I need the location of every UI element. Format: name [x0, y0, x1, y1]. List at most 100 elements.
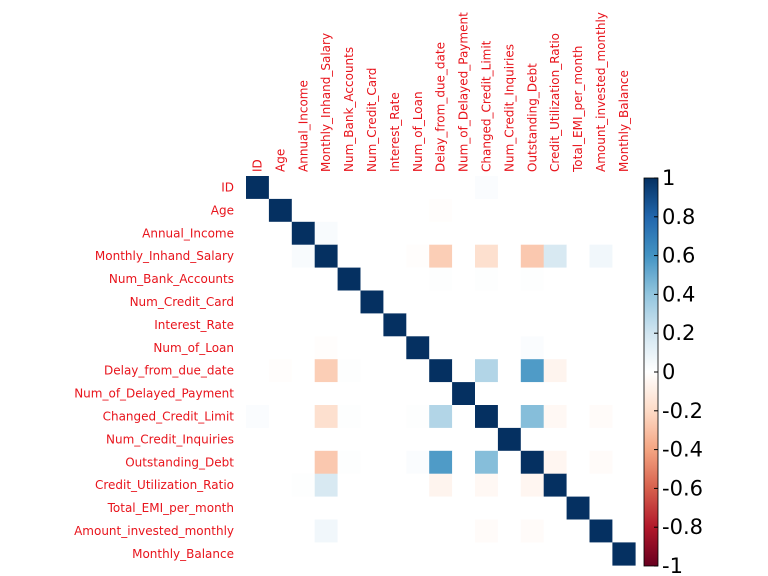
- cell-monthly-balance-outstanding-debt: [520, 542, 544, 566]
- cell-outstanding-debt-amount-invested-monthly: [589, 450, 613, 474]
- cell-changed-credit-limit-id: [246, 405, 270, 429]
- cell-changed-credit-limit-changed-credit-limit: [475, 405, 499, 429]
- row-label-num-bank-accounts: Num_Bank_Accounts: [109, 272, 234, 286]
- cell-num-of-loan-monthly-balance: [612, 336, 636, 360]
- cell-age-num-bank-accounts: [337, 198, 361, 223]
- row-label-interest-rate: Interest_Rate: [154, 318, 234, 332]
- cell-total-emi-per-month-num-of-loan: [406, 496, 430, 520]
- cell-id-annual-income: [291, 176, 315, 200]
- row-label-id: ID: [221, 180, 234, 194]
- legend-tick-label: -0.4: [662, 438, 703, 462]
- cell-changed-credit-limit-amount-invested-monthly: [589, 405, 613, 429]
- cell-age-num-of-loan: [406, 198, 430, 223]
- cell-monthly-balance-num-bank-accounts: [337, 542, 361, 566]
- cell-total-emi-per-month-monthly-inhand-salary: [314, 496, 338, 520]
- cell-interest-rate-monthly-inhand-salary: [314, 313, 338, 337]
- cell-monthly-inhand-salary-age: [268, 244, 293, 268]
- cell-changed-credit-limit-outstanding-debt: [520, 405, 544, 429]
- cell-annual-income-outstanding-debt: [520, 221, 544, 245]
- cell-num-credit-inquiries-num-credit-inquiries: [497, 427, 522, 452]
- cell-num-of-delayed-payment-annual-income: [291, 382, 315, 406]
- cell-age-age: [268, 198, 293, 223]
- cell-age-interest-rate: [383, 198, 407, 223]
- cell-outstanding-debt-monthly-inhand-salary: [314, 450, 338, 474]
- cell-outstanding-debt-monthly-balance: [612, 450, 636, 474]
- cell-credit-utilization-ratio-changed-credit-limit: [475, 473, 499, 497]
- cell-total-emi-per-month-outstanding-debt: [520, 496, 544, 520]
- cell-id-num-bank-accounts: [337, 176, 361, 200]
- cell-outstanding-debt-interest-rate: [383, 450, 407, 474]
- cell-id-num-credit-inquiries: [497, 176, 522, 200]
- cell-amount-invested-monthly-interest-rate: [383, 519, 407, 543]
- cell-num-of-loan-num-credit-card: [360, 336, 384, 360]
- cell-annual-income-total-emi-per-month: [566, 221, 590, 245]
- cell-delay-from-due-date-num-of-loan: [406, 359, 430, 383]
- cell-delay-from-due-date-annual-income: [291, 359, 315, 383]
- cell-credit-utilization-ratio-monthly-inhand-salary: [314, 473, 338, 497]
- cell-amount-invested-monthly-num-of-delayed-payment: [452, 519, 476, 543]
- cell-interest-rate-id: [246, 313, 270, 337]
- cell-credit-utilization-ratio-num-of-delayed-payment: [452, 473, 476, 497]
- cell-delay-from-due-date-num-of-delayed-payment: [452, 359, 476, 383]
- cell-monthly-balance-interest-rate: [383, 542, 407, 566]
- cell-outstanding-debt-outstanding-debt: [520, 450, 544, 474]
- cell-num-of-loan-total-emi-per-month: [566, 336, 590, 360]
- cell-total-emi-per-month-delay-from-due-date: [429, 496, 453, 520]
- cell-interest-rate-age: [268, 313, 293, 337]
- cell-num-of-delayed-payment-num-bank-accounts: [337, 382, 361, 406]
- cell-age-amount-invested-monthly: [589, 198, 613, 223]
- cell-annual-income-delay-from-due-date: [429, 221, 453, 245]
- cell-monthly-balance-delay-from-due-date: [429, 542, 453, 566]
- cell-amount-invested-monthly-outstanding-debt: [520, 519, 544, 543]
- cell-num-credit-card-changed-credit-limit: [475, 290, 499, 314]
- color-legend: 1 0.8 0.6 0.4 0.2 0 -0.2 -0.4 -0.6 -0.8 -1: [643, 166, 703, 576]
- cell-annual-income-monthly-balance: [612, 221, 636, 245]
- cell-changed-credit-limit-age: [268, 405, 293, 429]
- legend-tick-label: -0.2: [662, 399, 703, 423]
- cell-num-bank-accounts-amount-invested-monthly: [589, 267, 613, 291]
- column-label-annual-income: Annual_Income: [296, 80, 310, 172]
- cell-num-bank-accounts-id: [246, 267, 270, 291]
- cell-id-monthly-balance: [612, 176, 636, 200]
- cell-amount-invested-monthly-credit-utilization-ratio: [543, 519, 567, 543]
- cell-num-bank-accounts-monthly-balance: [612, 267, 636, 291]
- row-label-num-of-loan: Num_of_Loan: [153, 341, 234, 355]
- cell-interest-rate-delay-from-due-date: [429, 313, 453, 337]
- cell-credit-utilization-ratio-outstanding-debt: [520, 473, 544, 497]
- cell-amount-invested-monthly-delay-from-due-date: [429, 519, 453, 543]
- cell-interest-rate-num-of-loan: [406, 313, 430, 337]
- column-label-changed-credit-limit: Changed_Credit_Limit: [479, 40, 493, 172]
- cell-age-total-emi-per-month: [566, 198, 590, 223]
- cell-interest-rate-annual-income: [291, 313, 315, 337]
- cell-annual-income-age: [268, 221, 293, 245]
- cell-num-of-loan-changed-credit-limit: [475, 336, 499, 360]
- cell-num-bank-accounts-num-credit-card: [360, 267, 384, 291]
- cell-num-credit-inquiries-changed-credit-limit: [475, 427, 499, 452]
- cell-num-credit-card-num-bank-accounts: [337, 290, 361, 314]
- cell-id-num-of-loan: [406, 176, 430, 200]
- cell-num-bank-accounts-interest-rate: [383, 267, 407, 291]
- cell-outstanding-debt-total-emi-per-month: [566, 450, 590, 474]
- cell-changed-credit-limit-credit-utilization-ratio: [543, 405, 567, 429]
- cell-delay-from-due-date-monthly-inhand-salary: [314, 359, 338, 383]
- cell-monthly-inhand-salary-changed-credit-limit: [475, 244, 499, 268]
- cell-outstanding-debt-annual-income: [291, 450, 315, 474]
- cell-num-credit-card-outstanding-debt: [520, 290, 544, 314]
- cell-num-credit-card-age: [268, 290, 293, 314]
- cell-num-credit-inquiries-delay-from-due-date: [429, 427, 453, 452]
- cell-outstanding-debt-num-credit-card: [360, 450, 384, 474]
- cell-amount-invested-monthly-monthly-inhand-salary: [314, 519, 338, 543]
- cell-id-changed-credit-limit: [475, 176, 499, 200]
- cell-num-of-delayed-payment-credit-utilization-ratio: [543, 382, 567, 406]
- cell-id-total-emi-per-month: [566, 176, 590, 200]
- cell-num-of-delayed-payment-changed-credit-limit: [475, 382, 499, 406]
- cell-num-of-loan-credit-utilization-ratio: [543, 336, 567, 360]
- cell-age-annual-income: [291, 198, 315, 223]
- cell-monthly-inhand-salary-num-bank-accounts: [337, 244, 361, 268]
- legend-tick-label: 0.4: [662, 282, 695, 306]
- cell-credit-utilization-ratio-num-bank-accounts: [337, 473, 361, 497]
- row-label-total-emi-per-month: Total_EMI_per_month: [107, 501, 234, 515]
- cell-delay-from-due-date-num-credit-inquiries: [497, 359, 522, 383]
- cell-num-of-loan-num-bank-accounts: [337, 336, 361, 360]
- cell-num-of-delayed-payment-total-emi-per-month: [566, 382, 590, 406]
